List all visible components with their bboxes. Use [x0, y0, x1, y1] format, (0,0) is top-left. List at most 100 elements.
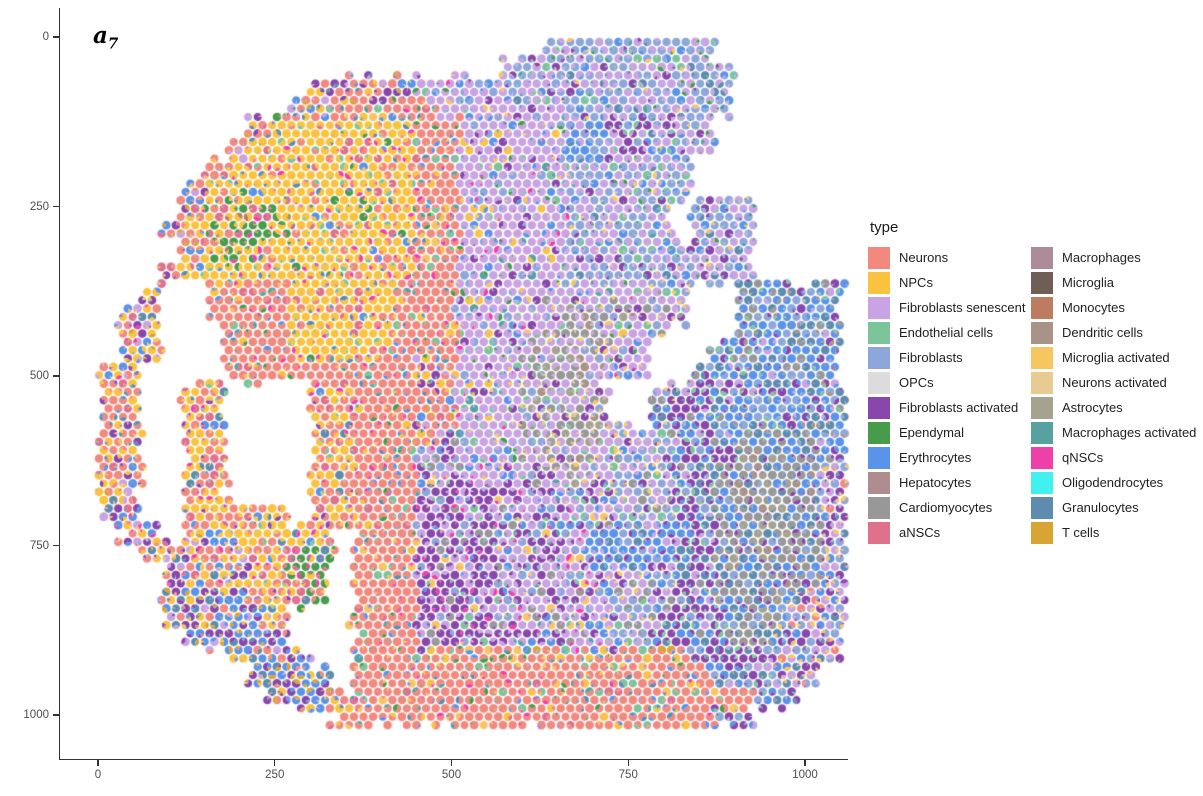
legend-label: Hepatocytes — [899, 475, 972, 490]
legend-swatch — [868, 371, 890, 394]
legend-label: Erythrocytes — [899, 450, 972, 465]
legend-label: aNSCs — [899, 525, 941, 540]
legend-entry: Neurons activated — [1031, 370, 1202, 395]
legend-label: Fibroblasts — [899, 350, 963, 365]
legend-label: T cells — [1062, 525, 1100, 540]
y-axis-tick-label: 1000 — [23, 709, 49, 721]
annotation-text: a — [93, 22, 108, 49]
legend-label: Microglia — [1062, 275, 1115, 290]
legend-entry: Cardiomyocytes — [868, 495, 1031, 520]
legend-entry: aNSCs — [868, 520, 1031, 545]
legend-entry: Astrocytes — [1031, 395, 1202, 420]
legend-swatch — [1031, 321, 1053, 344]
legend-label: Cardiomyocytes — [899, 500, 993, 515]
legend-label: Oligodendrocytes — [1062, 475, 1164, 490]
legend-swatch — [868, 446, 890, 469]
legend-label: qNSCs — [1062, 450, 1104, 465]
y-axis-tick-label: 250 — [29, 200, 49, 213]
legend-swatch — [1031, 346, 1053, 369]
y-axis-tick-label: 500 — [29, 370, 49, 382]
legend-swatch — [868, 396, 890, 419]
legend-swatch — [868, 246, 890, 269]
legend-swatch — [868, 421, 890, 444]
legend-columns: Neurons NPCs Fibroblasts senescent Endothel… — [868, 245, 1202, 545]
legend-swatch — [1031, 296, 1053, 319]
legend-entry: NPCs — [868, 270, 1031, 295]
x-axis-tick-label: 500 — [441, 769, 462, 781]
plot-annotation: a7 — [93, 22, 118, 53]
legend-entry: Oligodendrocytes — [1031, 470, 1202, 495]
legend-label: Neurons activated — [1062, 375, 1167, 390]
x-axis-tick-label: 0 — [94, 769, 102, 781]
legend-entry: Monocytes — [1031, 295, 1202, 320]
x-axis-tick-label: 750 — [618, 769, 638, 781]
legend-label: NPCs — [899, 275, 933, 290]
x-axis-tick-label: 1000 — [792, 769, 818, 781]
legend-swatch — [868, 346, 890, 369]
y-axis-tick — [53, 375, 59, 377]
y-axis-tick — [53, 205, 59, 208]
legend-swatch — [1031, 371, 1053, 394]
legend-swatch — [1031, 471, 1053, 494]
legend-entry: qNSCs — [1031, 445, 1202, 470]
legend-entry: Dendritic cells — [1031, 320, 1202, 345]
legend-title: type — [870, 219, 899, 236]
y-axis-tick-label: 0 — [42, 31, 49, 43]
y-axis-tick — [53, 714, 59, 716]
legend-label: Microglia activated — [1062, 350, 1170, 365]
legend-label: Endothelial cells — [899, 325, 993, 340]
legend-swatch — [868, 521, 890, 544]
x-axis-tick — [627, 760, 629, 766]
legend-swatch — [1031, 271, 1053, 294]
legend-column: Macrophages Microglia Monocytes Dendritic c… — [1031, 245, 1202, 545]
legend-column: Neurons NPCs Fibroblasts senescent Endothel… — [868, 245, 1031, 545]
legend-entry: Fibroblasts activated — [868, 395, 1031, 420]
legend-swatch — [1031, 521, 1053, 544]
legend-entry: Macrophages — [1031, 245, 1202, 270]
legend-label: Fibroblasts activated — [899, 400, 1019, 415]
legend-label: Monocytes — [1062, 300, 1125, 315]
legend-swatch — [1031, 446, 1053, 469]
annotation-subscript: 7 — [107, 34, 119, 53]
legend: type Neurons NPCs Fibroblasts senescent End… — [868, 219, 1202, 545]
y-axis-tick — [53, 36, 59, 38]
legend-swatch — [1031, 496, 1053, 519]
legend-swatch — [868, 296, 890, 319]
legend-entry: Macrophages activated — [1031, 420, 1202, 445]
legend-swatch — [868, 271, 890, 294]
legend-label: Astrocytes — [1062, 400, 1123, 415]
y-axis-line — [59, 8, 61, 760]
legend-entry: T cells — [1031, 520, 1202, 545]
legend-label: Neurons — [899, 250, 949, 265]
legend-entry: Ependymal — [868, 420, 1031, 445]
x-axis-line — [59, 759, 848, 761]
legend-entry: Granulocytes — [1031, 495, 1202, 520]
legend-label: Granulocytes — [1062, 500, 1139, 515]
legend-label: Macrophages — [1062, 250, 1141, 265]
legend-entry: Neurons — [868, 245, 1031, 270]
x-axis-tick — [97, 760, 99, 766]
legend-swatch — [868, 471, 890, 494]
legend-entry: Erythrocytes — [868, 445, 1031, 470]
legend-label: Ependymal — [899, 425, 965, 440]
legend-swatch — [868, 496, 890, 519]
legend-label: Fibroblasts senescent — [899, 300, 1026, 315]
legend-entry: Hepatocytes — [868, 470, 1031, 495]
legend-entry: Microglia — [1031, 270, 1202, 295]
x-axis-tick — [450, 760, 453, 766]
legend-swatch — [868, 321, 890, 344]
y-axis-tick-label: 750 — [29, 539, 49, 552]
x-axis-tick — [274, 760, 276, 766]
legend-entry: Endothelial cells — [868, 320, 1031, 345]
y-axis-tick — [53, 544, 59, 547]
legend-label: Dendritic cells — [1062, 325, 1143, 340]
legend-entry: OPCs — [868, 370, 1031, 395]
legend-entry: Microglia activated — [1031, 345, 1202, 370]
legend-swatch — [1031, 246, 1053, 269]
legend-label: Macrophages activated — [1062, 425, 1197, 440]
legend-entry: Fibroblasts — [868, 345, 1031, 370]
x-axis-tick — [804, 760, 806, 766]
